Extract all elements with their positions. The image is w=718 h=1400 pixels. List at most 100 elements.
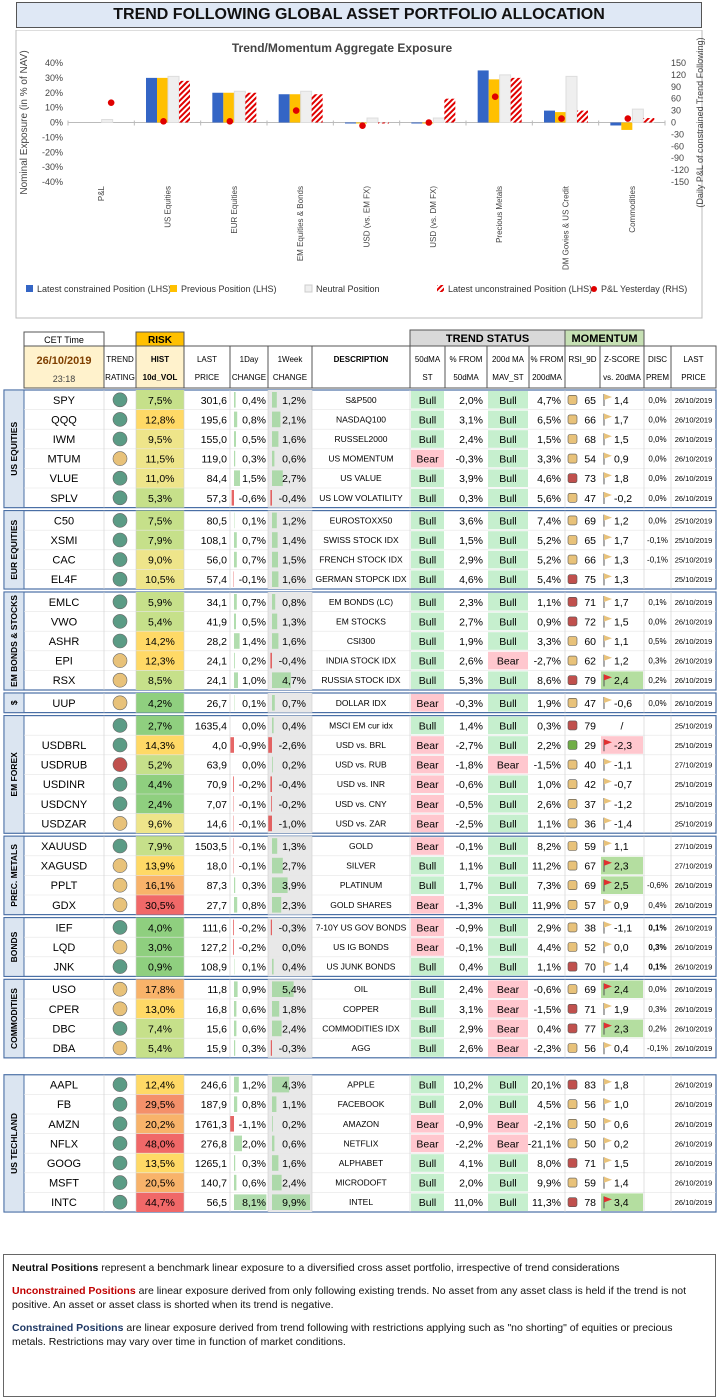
pct-from-200dma: 4,4% — [537, 942, 561, 954]
st-cell — [411, 651, 444, 670]
rsi-value: 70 — [584, 962, 596, 974]
rsi-value: 56 — [584, 1099, 596, 1111]
rsi-status-icon — [567, 453, 578, 464]
trend-st: Bear — [416, 1119, 439, 1131]
trend-st: Bull — [419, 515, 437, 527]
bar-2 — [432, 117, 445, 123]
zscore: 1,4 — [614, 1178, 629, 1190]
flag-icon — [604, 492, 612, 498]
note-neutral: Neutral Positions represent a benchmark … — [12, 1261, 707, 1275]
trend-st: Bear — [416, 779, 439, 791]
week-change-bar — [270, 652, 272, 669]
week-change-bar — [272, 431, 279, 447]
trend-mav: Bull — [499, 473, 517, 485]
rsi-value: 68 — [584, 434, 596, 446]
st-cell — [411, 391, 444, 409]
last-date: 26/10/2019 — [675, 1179, 713, 1188]
last-date: 25/10/2019 — [675, 516, 713, 525]
description: USD vs. ZAR — [336, 818, 387, 828]
description: EM BONDS (LC) — [329, 597, 393, 607]
trend-mav: Bull — [499, 841, 517, 853]
legend-label: Neutral Position — [316, 284, 380, 294]
legend-swatch — [170, 285, 177, 292]
trend-mav: Bull — [499, 597, 517, 609]
flag-icon — [604, 1176, 612, 1183]
flag-icon — [604, 394, 612, 400]
rsi-status-icon — [567, 740, 578, 750]
trend-mav: Bull — [499, 454, 517, 466]
ticker: UUP — [52, 698, 75, 710]
pct-from-200dma: 1,1% — [537, 597, 561, 609]
ticker: XSMI — [51, 535, 78, 547]
zscore-cell-hi — [601, 671, 643, 689]
last-date: 26/10/2019 — [675, 1024, 713, 1033]
rsi-status-icon — [567, 841, 578, 851]
st-cell — [411, 795, 444, 813]
rsi-value: 69 — [584, 515, 596, 527]
trend-rating-icon — [112, 1040, 128, 1056]
week-change: 0,4% — [282, 720, 306, 732]
vol-cell — [136, 999, 184, 1019]
day-change: -0,1% — [239, 861, 266, 873]
st-cell — [411, 775, 444, 793]
pct-from-50dma: 5,3% — [459, 675, 483, 687]
pct-from-200dma: 1,5% — [537, 434, 561, 446]
st-cell — [411, 410, 444, 429]
week-cell-bg — [268, 917, 312, 938]
st-cell — [411, 716, 444, 735]
rsi-value: 59 — [584, 841, 596, 853]
mav-cell — [488, 814, 528, 833]
mav-cell — [488, 1095, 528, 1113]
trend-st: Bull — [419, 1158, 437, 1170]
trend-mav: Bear — [497, 1138, 520, 1150]
trend-st: Bull — [419, 574, 437, 586]
week-change: -0,3% — [279, 1043, 306, 1055]
col-header-line2: vs. 20dMA — [603, 373, 641, 382]
pct-from-200dma: 5,6% — [537, 493, 561, 505]
rsi-status-icon — [567, 1023, 578, 1034]
trend-st: Bear — [416, 900, 439, 912]
zscore-cell-hi — [601, 876, 643, 894]
trend-st: Bull — [419, 473, 437, 485]
hist-vol: 7,4% — [148, 1023, 172, 1035]
trend-rating-icon — [112, 816, 128, 831]
last-price: 1265,1 — [195, 1158, 227, 1170]
bar-1 — [488, 79, 500, 123]
ticker: SPLV — [50, 493, 78, 505]
pct-from-200dma: 9,9% — [537, 1178, 561, 1190]
week-change-bar — [272, 1096, 277, 1112]
ticker: C50 — [54, 515, 74, 527]
rsi-value: 50 — [584, 1138, 596, 1150]
week-cell-bg — [268, 1094, 312, 1114]
st-cell — [411, 814, 444, 833]
week-change-bar — [272, 756, 273, 773]
vol-cell — [136, 1192, 184, 1212]
day-change: 0,7% — [242, 535, 266, 547]
trend-mav: Bull — [499, 1158, 517, 1170]
last-date: 26/10/2019 — [675, 943, 713, 952]
bar-0 — [477, 70, 489, 123]
flag-icon — [604, 983, 612, 990]
description: RUSSIA STOCK IDX — [321, 675, 401, 685]
st-cell — [411, 918, 444, 937]
pct-from-200dma: -1,5% — [534, 760, 561, 772]
vol-cell — [136, 390, 184, 410]
flag-icon — [604, 674, 612, 681]
description: US IG BONDS — [333, 942, 389, 952]
trend-mav: Bull — [499, 799, 517, 811]
ticker: PPLT — [51, 880, 78, 892]
ticker: FB — [57, 1099, 71, 1111]
week-change: 1,6% — [282, 1158, 306, 1170]
day-change: 0,7% — [242, 555, 266, 567]
group-label: COMMODITIES — [9, 988, 19, 1049]
week-cell-bg — [268, 1114, 312, 1134]
ticker: VLUE — [50, 473, 79, 485]
mav-cell — [488, 570, 528, 588]
pct-from-200dma: 2,9% — [537, 922, 561, 934]
st-cell — [411, 755, 444, 774]
trend-rating-icon — [112, 757, 128, 772]
day-change: 0,8% — [242, 414, 266, 426]
vol-cell — [136, 530, 184, 550]
last-date: 26/10/2019 — [675, 1005, 713, 1014]
week-cell-bg — [268, 429, 312, 449]
